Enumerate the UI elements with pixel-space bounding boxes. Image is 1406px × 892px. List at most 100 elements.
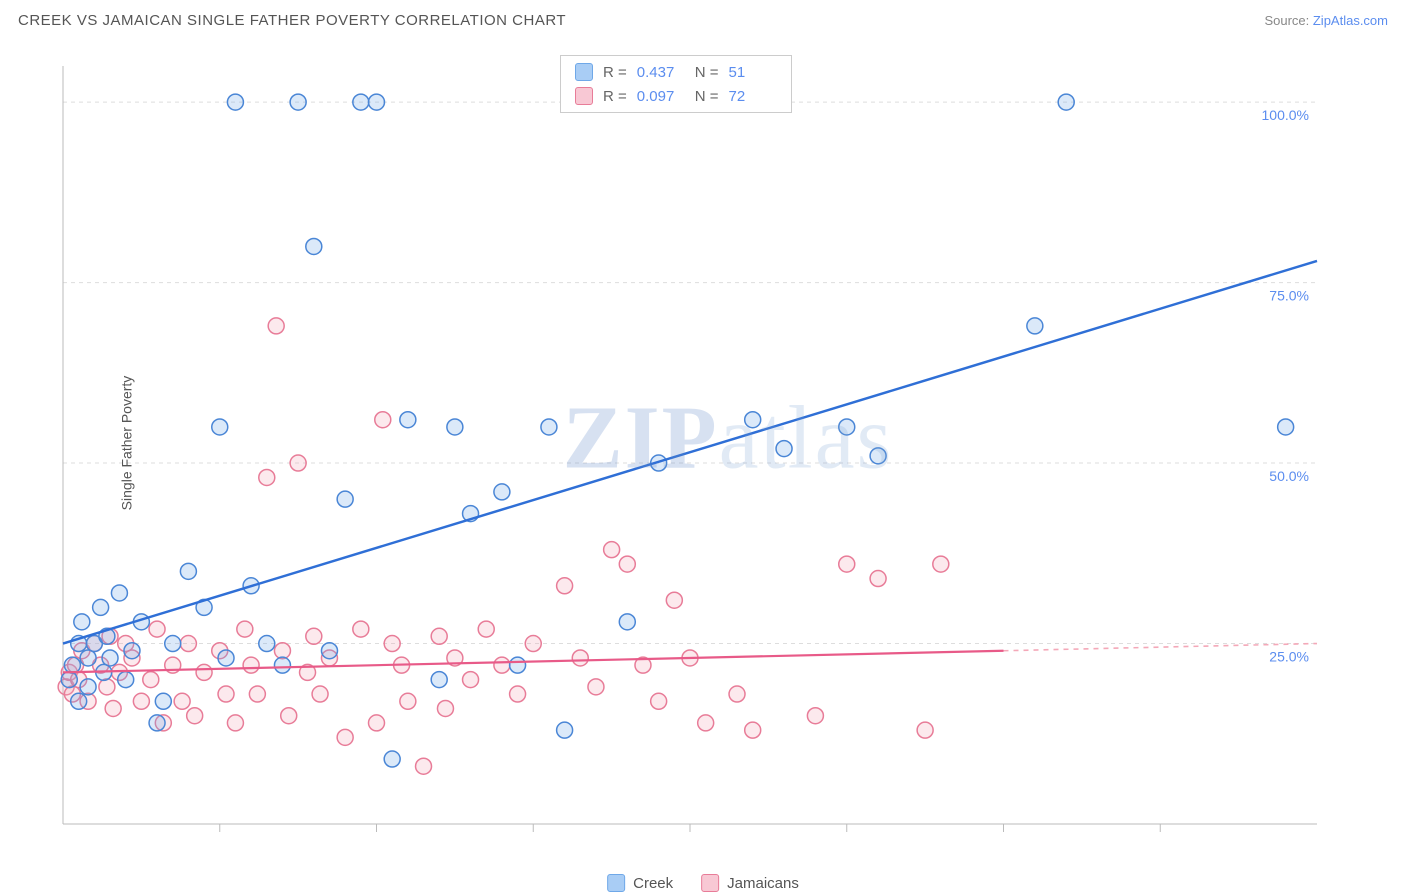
data-point <box>149 715 165 731</box>
data-point <box>510 657 526 673</box>
y-axis-label: Single Father Poverty <box>118 376 134 511</box>
svg-text:75.0%: 75.0% <box>1269 288 1309 304</box>
svg-text:100.0%: 100.0% <box>1262 107 1309 123</box>
data-point <box>259 636 275 652</box>
data-point <box>1278 419 1294 435</box>
data-point <box>572 650 588 666</box>
data-point <box>196 664 212 680</box>
data-point <box>180 563 196 579</box>
data-point <box>510 686 526 702</box>
data-point <box>431 672 447 688</box>
source-link[interactable]: ZipAtlas.com <box>1313 13 1388 28</box>
data-point <box>180 636 196 652</box>
chart-area: Single Father Poverty ZIPatlas 25.0%50.0… <box>45 48 1345 838</box>
data-point <box>384 751 400 767</box>
data-point <box>281 708 297 724</box>
data-point <box>187 708 203 724</box>
series-swatch <box>575 63 593 81</box>
data-point <box>541 419 557 435</box>
data-point <box>312 686 328 702</box>
svg-text:40.0%: 40.0% <box>1277 837 1317 838</box>
legend-item: Jamaicans <box>701 874 799 892</box>
data-point <box>306 628 322 644</box>
data-point <box>447 419 463 435</box>
data-point <box>431 628 447 644</box>
data-point <box>369 94 385 110</box>
data-point <box>494 484 510 500</box>
legend: Creek Jamaicans <box>607 874 799 892</box>
data-point <box>290 455 306 471</box>
data-point <box>651 693 667 709</box>
data-point <box>337 729 353 745</box>
scatter-plot: 25.0% 50.0% 75.0% 100.0% 0.0% 40.0% <box>45 48 1345 838</box>
data-point <box>71 693 87 709</box>
data-point <box>80 650 96 666</box>
data-point <box>1058 94 1074 110</box>
svg-text:25.0%: 25.0% <box>1269 649 1309 665</box>
legend-label: Creek <box>633 875 673 892</box>
legend-item: Creek <box>607 874 673 892</box>
data-point <box>249 686 265 702</box>
data-point <box>143 672 159 688</box>
data-point <box>933 556 949 572</box>
svg-text:50.0%: 50.0% <box>1269 468 1309 484</box>
data-point <box>133 693 149 709</box>
data-point <box>227 94 243 110</box>
data-point <box>619 556 635 572</box>
svg-text:0.0%: 0.0% <box>63 837 95 838</box>
legend-label: Jamaicans <box>727 875 799 892</box>
data-point <box>80 679 96 695</box>
correlation-stats-box: R =0.437N =51R =0.097N =72 <box>560 55 792 113</box>
legend-swatch <box>701 874 719 892</box>
data-point <box>870 571 886 587</box>
data-point <box>237 621 253 637</box>
data-point <box>400 693 416 709</box>
data-point <box>437 700 453 716</box>
source-attribution: Source: ZipAtlas.com <box>1264 13 1388 28</box>
data-point <box>118 672 134 688</box>
data-point <box>494 657 510 673</box>
data-point <box>416 758 432 774</box>
data-point <box>174 693 190 709</box>
data-point <box>227 715 243 731</box>
data-point <box>1027 318 1043 334</box>
data-point <box>111 585 127 601</box>
data-point <box>917 722 933 738</box>
data-point <box>478 621 494 637</box>
n-value: 51 <box>729 64 777 81</box>
data-point <box>105 700 121 716</box>
data-point <box>102 650 118 666</box>
data-point <box>218 686 234 702</box>
data-point <box>243 657 259 673</box>
data-point <box>212 419 228 435</box>
n-value: 72 <box>729 88 777 105</box>
data-point <box>306 238 322 254</box>
data-point <box>375 412 391 428</box>
data-point <box>588 679 604 695</box>
data-point <box>557 722 573 738</box>
data-point <box>74 614 90 630</box>
data-point <box>353 94 369 110</box>
data-point <box>839 556 855 572</box>
data-point <box>124 643 140 659</box>
r-value: 0.097 <box>637 88 685 105</box>
data-point <box>745 722 761 738</box>
r-value: 0.437 <box>637 64 685 81</box>
data-point <box>353 621 369 637</box>
data-point <box>463 672 479 688</box>
data-point <box>525 636 541 652</box>
data-point <box>274 643 290 659</box>
data-point <box>99 679 115 695</box>
data-point <box>290 94 306 110</box>
data-point <box>93 599 109 615</box>
data-point <box>698 715 714 731</box>
series-swatch <box>575 87 593 105</box>
data-point <box>870 448 886 464</box>
data-point <box>369 715 385 731</box>
data-point <box>149 621 165 637</box>
data-point <box>61 672 77 688</box>
data-point <box>337 491 353 507</box>
stats-row: R =0.097N =72 <box>561 84 791 108</box>
trend-line <box>63 261 1317 644</box>
data-point <box>807 708 823 724</box>
